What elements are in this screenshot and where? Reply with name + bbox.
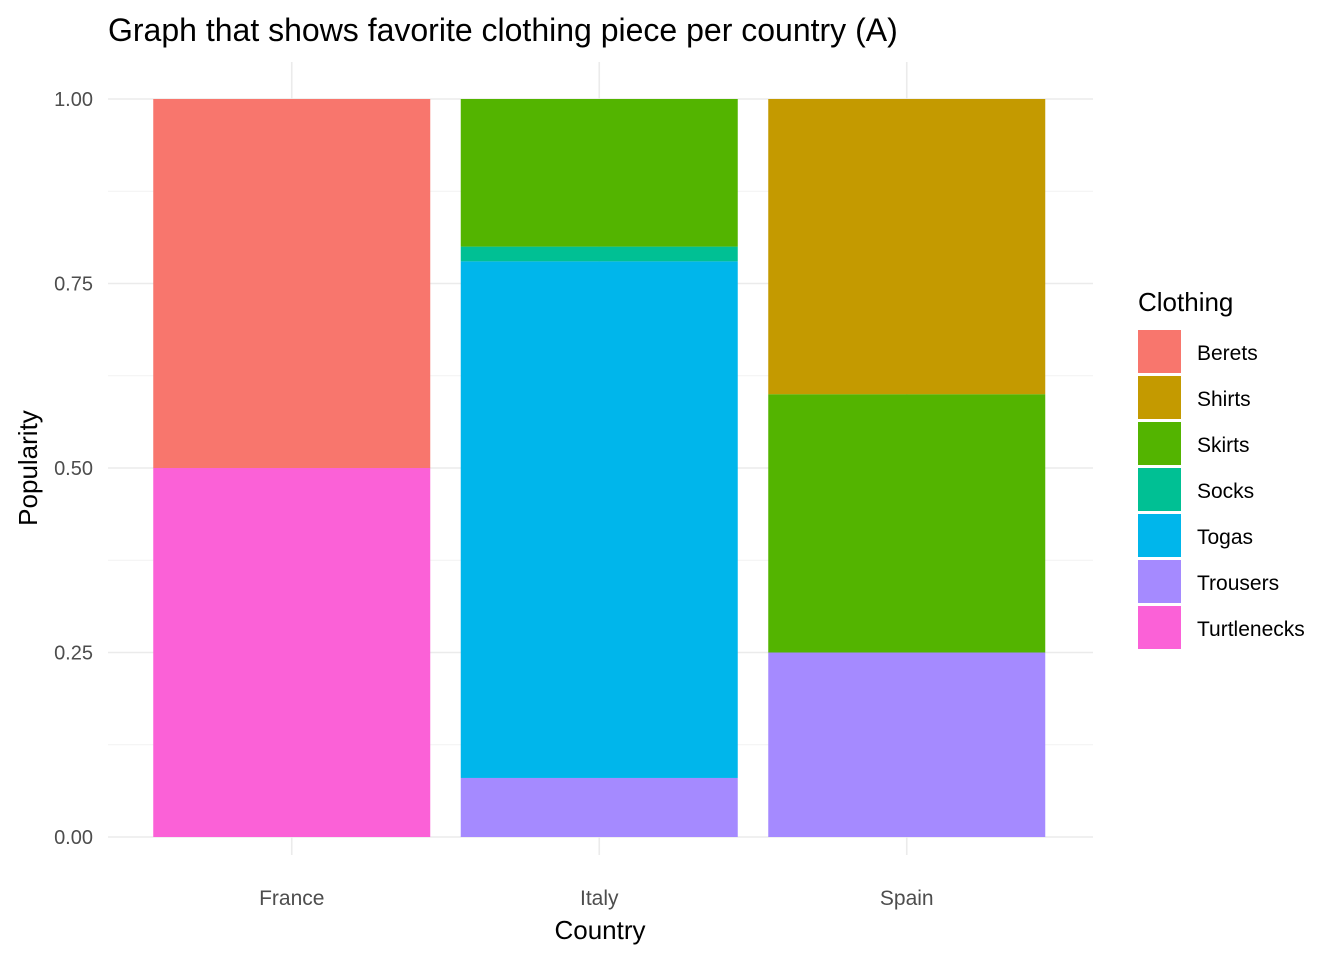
x-tick-label: Spain [880, 887, 934, 910]
x-tick-label: Italy [580, 887, 619, 910]
x-tick-label: France [259, 887, 324, 910]
bar-france-berets [153, 99, 431, 468]
bar-spain-shirts [768, 99, 1046, 395]
legend-key-socks [1138, 468, 1181, 511]
bar-italy-trousers [460, 777, 738, 837]
bar-france-turtlenecks [153, 468, 431, 837]
legend-key-skirts [1138, 422, 1181, 465]
bar-italy-skirts [460, 99, 738, 247]
y-tick-label: 1.00 [54, 89, 93, 111]
legend-label: Togas [1197, 526, 1253, 549]
legend-key-berets [1138, 330, 1181, 373]
legend-key-togas [1138, 514, 1181, 557]
legend-key-trousers [1138, 560, 1181, 603]
bar-italy-togas [460, 261, 738, 778]
y-tick-label: 0.25 [54, 643, 93, 665]
legend-label: Trousers [1197, 572, 1279, 595]
x-axis: France Italy Spain [259, 887, 934, 910]
legend-key-shirts [1138, 376, 1181, 419]
x-axis-title: Country [554, 915, 645, 945]
bar-spain-trousers [768, 652, 1046, 837]
bar-spain-skirts [768, 394, 1046, 653]
chart-title: Graph that shows favorite clothing piece… [108, 12, 898, 48]
legend-label: Turtlenecks [1197, 618, 1305, 641]
y-tick-label: 0.00 [54, 827, 93, 849]
bars [153, 99, 1046, 837]
legend-title: Clothing [1138, 287, 1233, 317]
bar-italy-socks [460, 246, 738, 262]
legend-label: Shirts [1197, 388, 1251, 411]
y-axis: 0.00 0.25 0.50 0.75 1.00 [54, 89, 93, 849]
legend-label: Skirts [1197, 434, 1250, 457]
y-axis-title: Popularity [13, 410, 43, 526]
y-tick-label: 0.50 [54, 458, 93, 480]
legend: Clothing Berets Shirts Skirts Socks Togas Tro… [1138, 287, 1305, 649]
legend-key-turtlenecks [1138, 606, 1181, 649]
y-tick-label: 0.75 [54, 274, 93, 296]
legend-label: Socks [1197, 480, 1254, 503]
legend-label: Berets [1197, 342, 1258, 365]
